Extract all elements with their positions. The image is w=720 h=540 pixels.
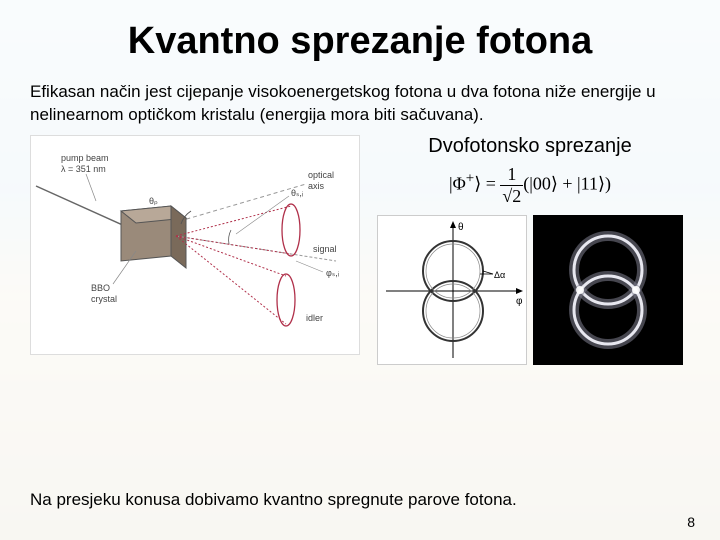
panel-schematic: θ φ Δα xyxy=(377,215,527,365)
page-number: 8 xyxy=(687,514,695,530)
two-panels: θ φ Δα xyxy=(370,215,690,365)
subtitle: Dvofotonsko sprezanje xyxy=(370,135,690,158)
label-delta-alpha: Δα xyxy=(494,270,505,280)
slide: Kvantno sprezanje fotona Efikasan način … xyxy=(0,0,720,540)
content-row: pump beam λ = 351 nm optical axis BBO cr… xyxy=(30,135,690,365)
label-idler: idler xyxy=(306,313,323,323)
label-phi-axis: φ xyxy=(516,296,523,307)
slide-title: Kvantno sprezanje fotona xyxy=(30,20,690,63)
body-paragraph: Efikasan način jest cijepanje visokoener… xyxy=(30,81,690,127)
right-column: Dvofotonsko sprezanje |Φ+⟩ = 1 √2 (|00⟩ … xyxy=(370,135,690,365)
signal-cone xyxy=(176,204,300,256)
footer-text: Na presjeku konusa dobivamo kvantno spre… xyxy=(30,490,517,510)
bell-state-formula: |Φ+⟩ = 1 √2 (|00⟩ + |11⟩) xyxy=(370,164,690,207)
label-theta-axis: θ xyxy=(458,222,464,233)
label-signal: signal xyxy=(313,244,337,254)
label-lambda: λ = 351 nm xyxy=(61,164,106,174)
label-bbo: BBO xyxy=(91,283,110,293)
label-optical-axis: optical xyxy=(308,170,334,180)
label-theta-p: θₚ xyxy=(149,196,158,206)
label-theta-si: θₛ,ᵢ xyxy=(291,188,303,198)
label-phi-si: φₛ,ᵢ xyxy=(326,268,339,278)
spdc-diagram: pump beam λ = 351 nm optical axis BBO cr… xyxy=(30,135,360,355)
label-crystal: crystal xyxy=(91,294,117,304)
label-pump: pump beam xyxy=(61,153,109,163)
idler-cone xyxy=(176,236,295,326)
label-optical-axis-2: axis xyxy=(308,181,325,191)
panel-photo xyxy=(533,215,683,365)
